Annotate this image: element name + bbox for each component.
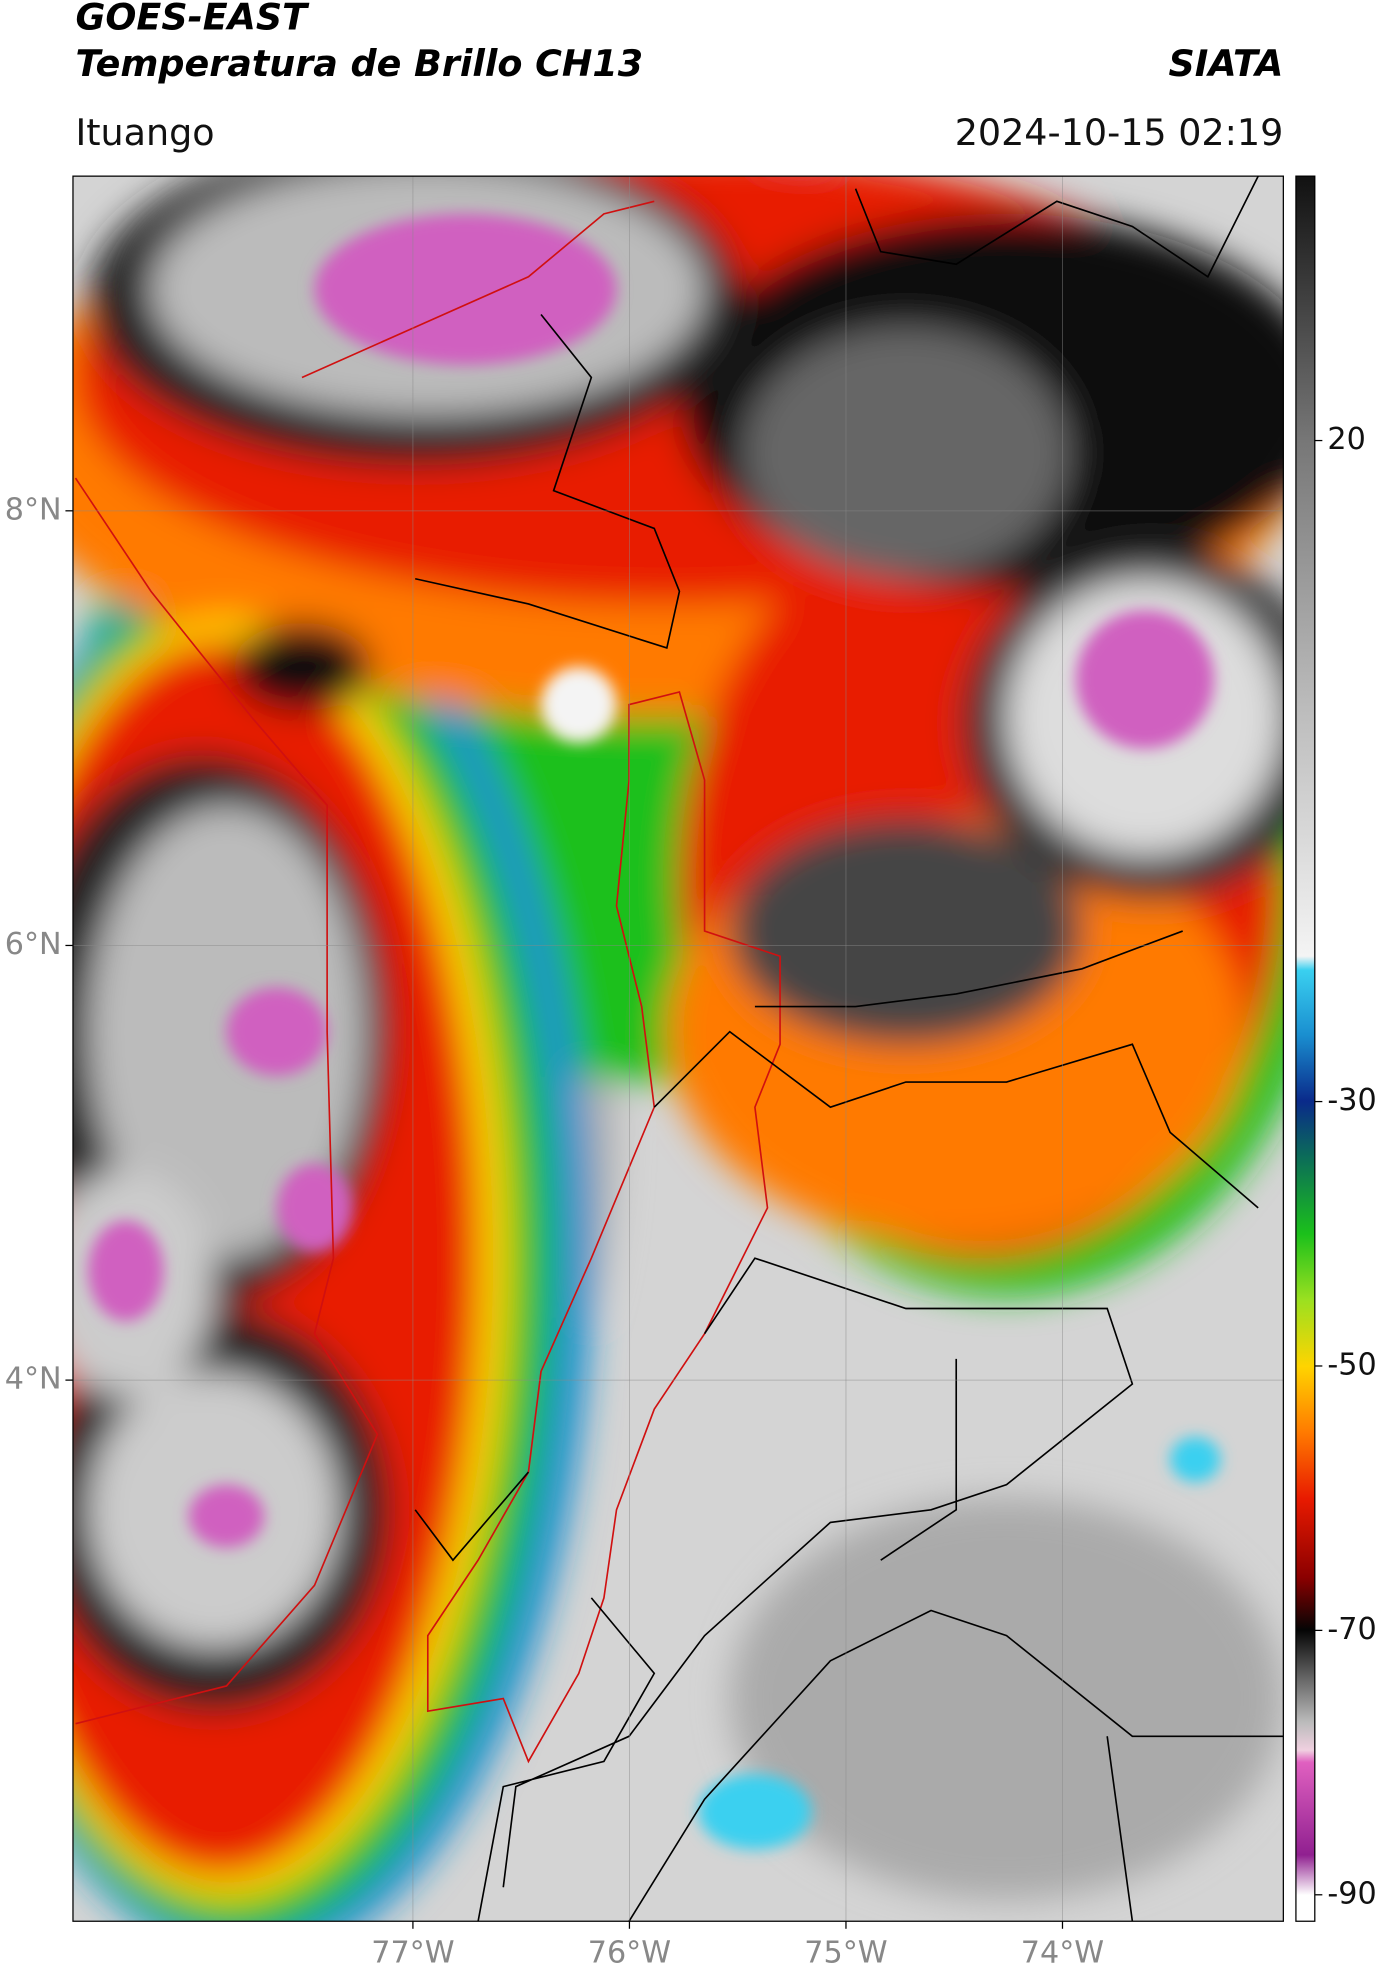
title: GOES-EAST — [75, 0, 310, 38]
satellite-image — [72, 176, 1284, 1922]
subtitle: Temperatura de Brillo CH13 — [75, 42, 643, 85]
y-tick-label: 4°N — [5, 1362, 62, 1397]
x-tick-label: 76°W — [588, 1935, 671, 1970]
colorbar-tick-label: -90 — [1327, 1876, 1376, 1911]
colorbar-tick-label: -30 — [1327, 1083, 1376, 1118]
colorbar-tick-label: 20 — [1327, 422, 1365, 457]
x-tick-label: 75°W — [804, 1935, 887, 1970]
y-tick-label: 6°N — [5, 927, 62, 962]
colorbar-tick-label: -50 — [1327, 1347, 1376, 1382]
y-tick-label: 8°N — [5, 492, 62, 527]
datetime: 2024-10-15 02:19 — [955, 111, 1284, 154]
map-frame — [72, 175, 1284, 1922]
x-tick-label: 74°W — [1021, 1935, 1104, 1970]
source: SIATA — [1168, 42, 1283, 85]
graticule — [72, 176, 1284, 1922]
x-tick-label: 77°W — [371, 1935, 454, 1970]
colorbar-tick-label: -70 — [1327, 1612, 1376, 1647]
colorbar — [1295, 175, 1316, 1922]
location: Ituango — [75, 111, 214, 154]
